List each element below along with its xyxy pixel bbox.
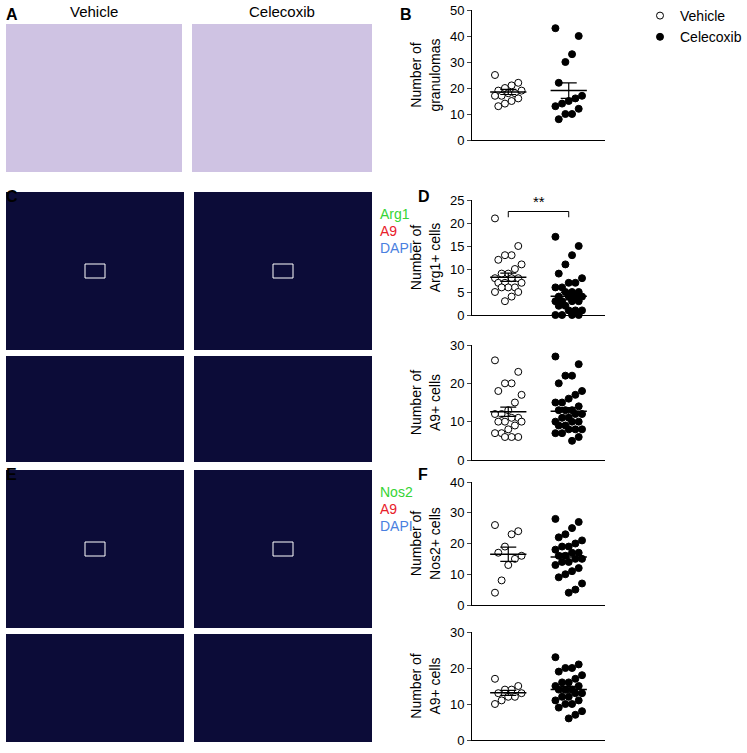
svg-text:Number ofNos2+ cells: Number ofNos2+ cells — [408, 507, 442, 580]
svg-text:Vehicle: Vehicle — [70, 3, 118, 20]
svg-text:Celecoxib: Celecoxib — [249, 3, 315, 20]
svg-text:A9: A9 — [380, 223, 397, 239]
svg-text:30: 30 — [450, 55, 464, 70]
svg-text:10: 10 — [450, 414, 464, 429]
svg-text:20: 20 — [450, 536, 464, 551]
svg-text:Number ofA9+ cells: Number ofA9+ cells — [408, 653, 442, 718]
svg-text:5: 5 — [457, 285, 464, 300]
svg-text:40: 40 — [450, 29, 464, 44]
svg-text:20: 20 — [450, 661, 464, 676]
svg-text:20: 20 — [450, 376, 464, 391]
svg-text:0: 0 — [457, 308, 464, 323]
svg-text:10: 10 — [450, 107, 464, 122]
svg-text:Celecoxib: Celecoxib — [680, 29, 742, 45]
svg-text:Number ofArg1+ cells: Number ofArg1+ cells — [408, 223, 442, 293]
svg-text:D: D — [418, 188, 430, 205]
svg-text:F: F — [418, 466, 428, 483]
svg-text:30: 30 — [450, 338, 464, 353]
svg-text:A9: A9 — [380, 501, 397, 517]
svg-text:C: C — [6, 188, 18, 205]
svg-text:10: 10 — [450, 567, 464, 582]
svg-text:Arg1: Arg1 — [380, 206, 410, 222]
svg-text:DAPI: DAPI — [380, 518, 413, 534]
svg-text:30: 30 — [450, 625, 464, 640]
svg-text:0: 0 — [457, 598, 464, 613]
svg-text:20: 20 — [450, 216, 464, 231]
svg-text:25: 25 — [450, 193, 464, 208]
svg-text:50: 50 — [450, 3, 464, 18]
svg-text:20: 20 — [450, 81, 464, 96]
svg-text:0: 0 — [457, 733, 464, 748]
svg-text:30: 30 — [450, 505, 464, 520]
svg-text:Number ofA9+ cells: Number ofA9+ cells — [408, 370, 442, 435]
svg-text:0: 0 — [457, 453, 464, 468]
svg-text:Vehicle: Vehicle — [680, 8, 725, 24]
svg-text:10: 10 — [450, 262, 464, 277]
svg-text:0: 0 — [457, 133, 464, 148]
svg-text:A: A — [6, 6, 18, 23]
svg-text:DAPI: DAPI — [380, 240, 413, 256]
svg-text:40: 40 — [450, 475, 464, 490]
svg-text:E: E — [6, 466, 17, 483]
svg-text:**: ** — [533, 193, 545, 210]
svg-text:Nos2: Nos2 — [380, 484, 413, 500]
svg-text:B: B — [400, 6, 412, 23]
svg-text:Number ofgranulomas: Number ofgranulomas — [408, 38, 442, 111]
svg-text:15: 15 — [450, 239, 464, 254]
svg-text:10: 10 — [450, 697, 464, 712]
